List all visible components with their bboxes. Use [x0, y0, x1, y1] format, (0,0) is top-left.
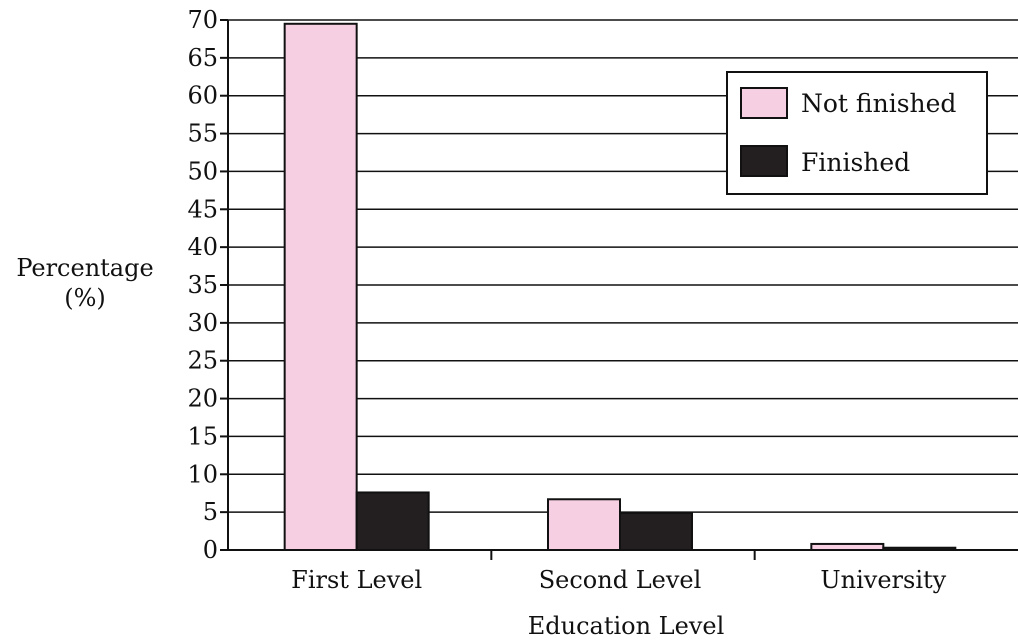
y-tick-label: 70 — [187, 6, 218, 34]
legend-label-not-finished: Not finished — [801, 89, 956, 118]
y-axis-ticks: 0 5 10 15 20 25 30 35 40 45 50 55 60 65 70 — [187, 6, 228, 564]
y-tick-label: 35 — [187, 271, 218, 299]
x-category-label: University — [820, 566, 946, 594]
y-tick-label: 30 — [187, 309, 218, 337]
y-tick-label: 5 — [203, 498, 218, 526]
bar-finished — [355, 491, 430, 552]
legend-label-finished: Finished — [801, 148, 910, 177]
legend-swatch-finished — [740, 145, 788, 177]
x-axis-label: Education Level — [528, 612, 725, 640]
y-axis-label-line1: Percentage — [16, 254, 153, 282]
y-tick-label: 20 — [187, 385, 218, 413]
x-axis-categories: First Level Second Level University — [291, 566, 946, 594]
legend-swatch-not-finished — [740, 87, 788, 119]
bars — [283, 22, 957, 552]
y-tick-label: 60 — [187, 82, 218, 110]
bar-finished — [619, 511, 693, 552]
y-tick-label: 0 — [203, 536, 218, 564]
y-tick-label: 10 — [187, 460, 218, 488]
gridlines — [228, 19, 1018, 513]
x-category-label: Second Level — [539, 566, 702, 594]
legend: Not finished Finished — [726, 71, 988, 195]
y-tick-label: 65 — [187, 44, 218, 72]
y-axis-label-line2: (%) — [64, 284, 106, 312]
y-tick-label: 55 — [187, 120, 218, 148]
y-tick-label: 45 — [187, 195, 218, 223]
bar-not-finished — [283, 22, 358, 552]
y-tick-label: 15 — [187, 422, 218, 450]
bar-not-finished — [547, 498, 621, 551]
y-tick-label: 25 — [187, 347, 218, 375]
axes — [227, 20, 1018, 560]
y-tick-label: 50 — [187, 157, 218, 185]
x-category-label: First Level — [291, 566, 422, 594]
y-tick-label: 40 — [187, 233, 218, 261]
